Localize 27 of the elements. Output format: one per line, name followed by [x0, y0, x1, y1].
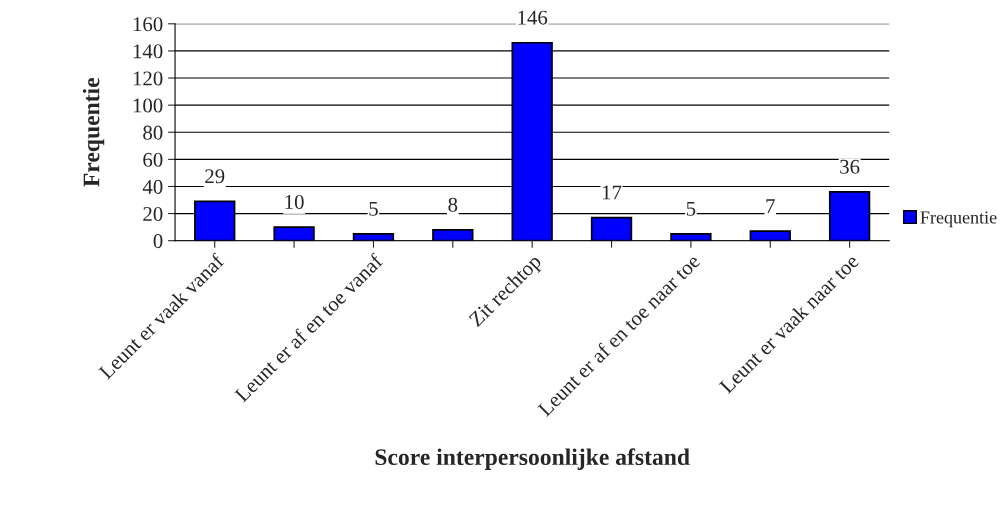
- data-label: 146: [518, 10, 548, 25]
- y-tick-label: 20: [143, 206, 163, 222]
- y-tick-label: 100: [133, 98, 163, 113]
- y-tick-label: 140: [133, 44, 163, 59]
- x-axis-title: Score interpersoonlijke afstand: [375, 448, 690, 470]
- bar: [273, 226, 315, 241]
- y-tick-label: 80: [143, 125, 163, 140]
- y-tick-label: 40: [142, 179, 163, 194]
- y-tick-label: 60: [143, 152, 163, 167]
- bar: [432, 229, 474, 241]
- bar: [749, 230, 791, 241]
- legend-label: Frequentie: [920, 211, 997, 228]
- data-label: 8: [448, 197, 458, 212]
- y-axis-title: Frequentie: [82, 77, 105, 187]
- data-label: 10: [285, 194, 304, 210]
- data-label: 29: [205, 169, 225, 184]
- y-tick-label: 120: [133, 71, 163, 86]
- bar: [670, 233, 712, 241]
- data-label: 5: [686, 201, 696, 216]
- bar: [590, 216, 633, 241]
- y-tick-label: 160: [133, 17, 163, 32]
- data-label: 7: [766, 199, 775, 213]
- data-label: 5: [369, 201, 378, 216]
- bar: [352, 233, 395, 241]
- y-tick-label: 0: [153, 234, 163, 249]
- data-label: 36: [840, 159, 860, 174]
- data-label: 17: [602, 185, 622, 200]
